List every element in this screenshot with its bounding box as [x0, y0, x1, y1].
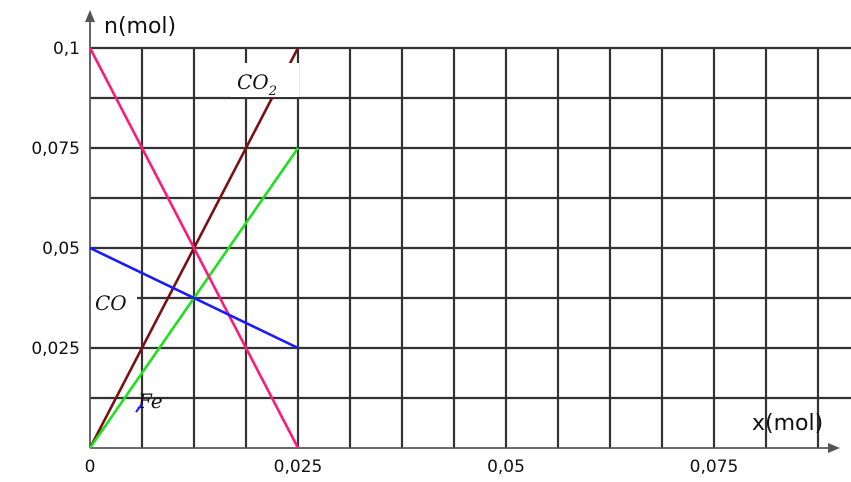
y-axis-title: n(mol): [104, 14, 176, 39]
x-tick-label-0: 0: [85, 457, 96, 477]
x-tick-label-3: 0,075: [690, 457, 739, 477]
label-co2-sub: 2: [268, 84, 277, 99]
label-co2: CO2: [237, 70, 277, 99]
x-tick-label-2: 0,05: [487, 457, 525, 477]
label-co2-box: [231, 63, 299, 97]
y-tick-label-0: 0,025: [31, 339, 80, 359]
x-axis-arrow-icon: [828, 443, 840, 453]
series-labels: CO2 CO Fe: [91, 63, 299, 413]
label-co-box: [91, 287, 137, 317]
y-tick-label-3: 0,1: [53, 39, 80, 59]
label-co: CO: [95, 291, 127, 315]
y-tick-label-2: 0,075: [31, 139, 80, 159]
label-co2-text: CO: [237, 70, 269, 94]
series-line-3: [89, 246, 299, 350]
label-fe: Fe: [137, 389, 163, 413]
y-axis-arrow-icon: [85, 10, 95, 22]
series-lines: [88, 47, 300, 449]
grid: [90, 46, 851, 448]
label-fe-pointer: [135, 403, 143, 413]
axes: [85, 10, 840, 453]
x-axis-title: x(mol): [752, 411, 823, 436]
y-tick-label-1: 0,05: [42, 239, 80, 259]
x-tick-label-1: 0,025: [274, 457, 323, 477]
series-line-2: [88, 47, 300, 449]
